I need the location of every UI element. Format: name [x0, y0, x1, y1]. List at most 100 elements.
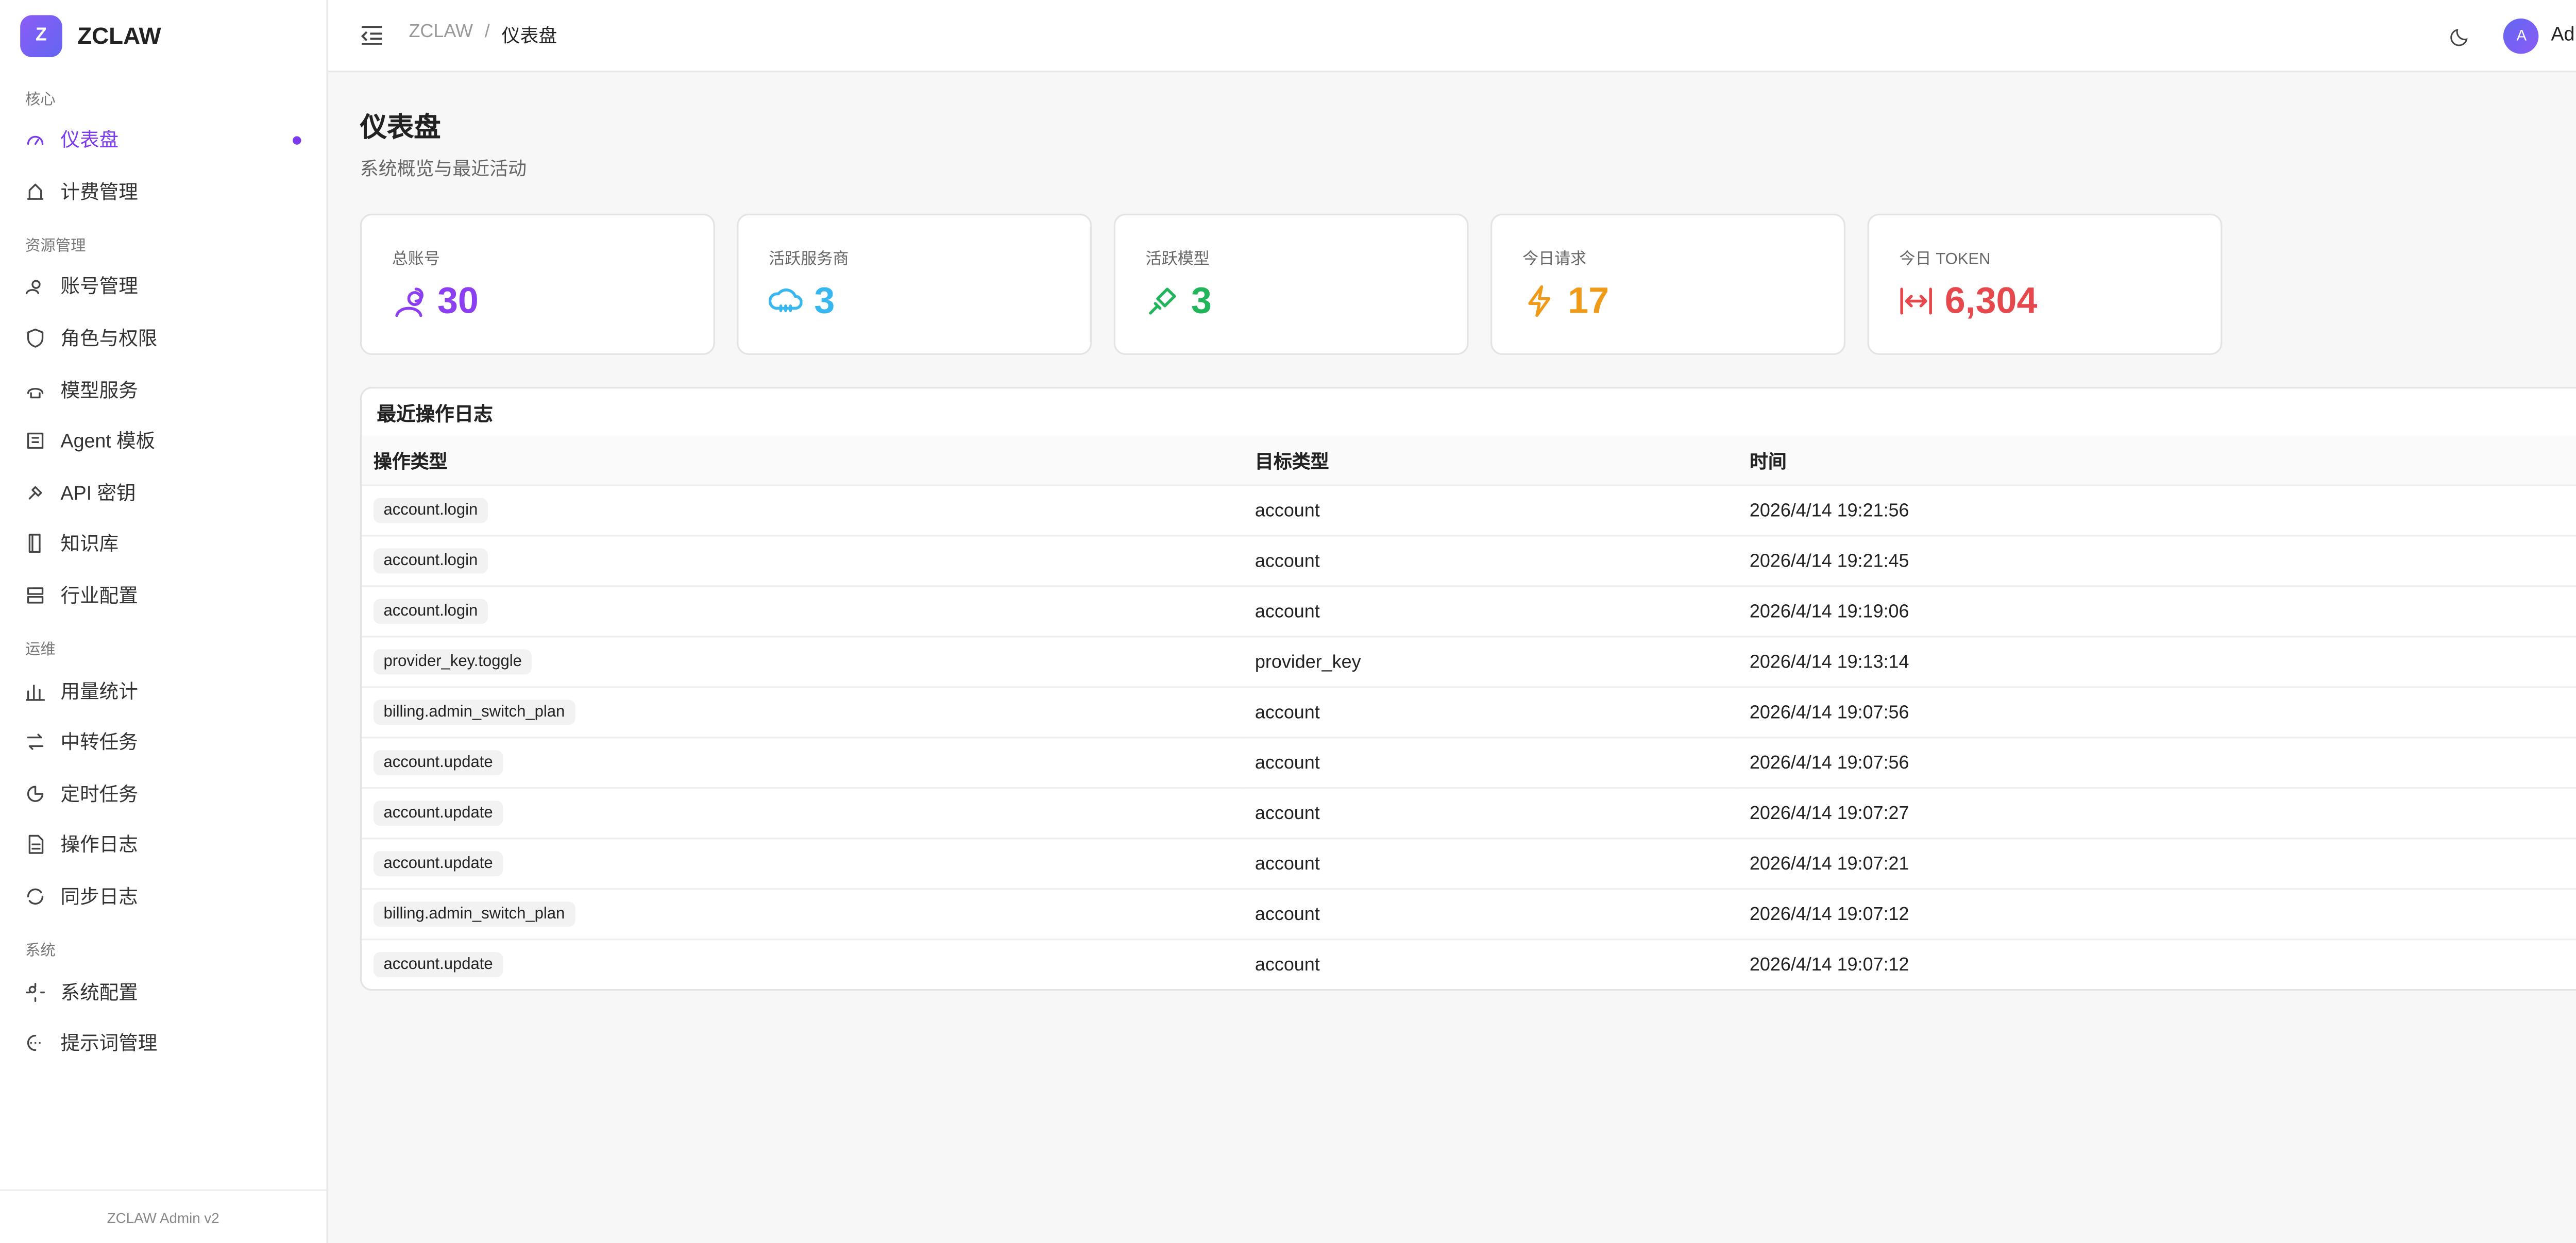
stat-value: 17	[1568, 279, 1609, 321]
table-cell: account	[1243, 585, 1738, 637]
table-cell: provider_key	[1243, 636, 1738, 687]
table-cell: account	[1243, 484, 1738, 536]
page-title: 仪表盘	[360, 114, 441, 143]
stat-card: 今日请求 17	[1490, 213, 1846, 355]
stat-card: 今日 TOKEN 6,304	[1867, 213, 2223, 355]
nav-group-label: 核心	[25, 91, 56, 108]
table-row: provider_key.toggle provider_key 2026/4/14…	[362, 636, 2576, 687]
menu-toggle[interactable]	[360, 24, 384, 47]
table-cell: account.update	[362, 939, 1244, 990]
nav-item-label: 计费管理	[60, 183, 138, 203]
table-cell: 2026/4/14 19:19:06	[1738, 585, 2576, 637]
nav-item[interactable]: 提示词管理	[0, 1017, 326, 1069]
nav-item[interactable]: 中转任务	[0, 717, 326, 768]
table-cell: account	[1243, 737, 1738, 788]
stat-value-row: 3	[769, 279, 1060, 323]
nav-item-label: 角色与权限	[60, 330, 158, 350]
icon	[27, 183, 44, 200]
table-cell: billing.admin_switch_plan	[362, 686, 1244, 738]
logo: Z	[20, 14, 62, 57]
user-name[interactable]: Admin	[2551, 25, 2576, 46]
stat-card: 活跃模型 3	[1113, 213, 1469, 355]
nav-item[interactable]: 计费管理	[0, 166, 326, 217]
icon	[26, 684, 45, 701]
action-tag: account.update	[373, 952, 503, 978]
table-cell: account.login	[362, 484, 1244, 536]
icon	[26, 281, 41, 295]
action-tag: account.update	[373, 851, 503, 877]
stat-label: 今日请求	[1522, 250, 1587, 269]
table-cell: account	[1243, 686, 1738, 738]
table-row: account.login account 2026/4/14 19:21:56	[362, 484, 2576, 536]
table-row: account.update account 2026/4/14 19:07:12	[362, 939, 2576, 990]
breadcrumb-item: /	[484, 22, 490, 42]
column-header: 操作类型	[362, 435, 1244, 486]
icon	[27, 387, 44, 398]
page-subtitle: 系统概览与最近活动	[360, 160, 527, 180]
nav-item-label: 系统配置	[60, 983, 138, 1004]
stat-value: 6,304	[1944, 279, 2038, 321]
icon	[1900, 287, 1932, 315]
nav-item-label: 模型服务	[60, 381, 138, 402]
table-row: billing.admin_switch_plan account 2026/4/1…	[362, 888, 2576, 940]
stat-value: 30	[437, 279, 479, 321]
table-row: account.update account 2026/4/14 19:07:21	[362, 838, 2576, 889]
stat-label: 活跃模型	[1145, 250, 1210, 269]
table-cell: account	[1243, 939, 1738, 990]
table-row: account.login account 2026/4/14 19:19:06	[362, 585, 2576, 637]
nav-group-label: 系统	[25, 942, 56, 960]
icon	[27, 136, 44, 146]
nav: 核心仪表盘计费管理资源管理账号管理角色与权限模型服务 Agent 模板 API 密钥…	[0, 71, 326, 1069]
icon	[28, 486, 42, 500]
nav-item[interactable]: 模型服务	[0, 364, 326, 416]
stat-cards: 总账号 30 活跃服务商 3 活跃模型 3 今日请求 17 今日 TOKEN 6,304	[360, 213, 2576, 355]
nav-item[interactable]: 用量统计	[0, 665, 326, 717]
header: ZCLAW / 仪表盘 A Admin	[328, 0, 2576, 73]
action-tag: billing.admin_switch_plan	[373, 700, 575, 725]
nav-item-label: 行业配置	[60, 587, 138, 607]
icon	[27, 785, 44, 802]
table-cell: account	[1243, 535, 1738, 586]
table-cell: billing.admin_switch_plan	[362, 888, 1244, 940]
user-area: A Admin	[2450, 18, 2576, 53]
icon	[769, 288, 803, 312]
nav-item[interactable]: 行业配置	[0, 570, 326, 621]
breadcrumb-item[interactable]: ZCLAW	[409, 22, 473, 42]
avatar[interactable]: A	[2504, 18, 2539, 53]
nav-item[interactable]: 同步日志	[0, 871, 326, 923]
stat-value: 3	[1191, 279, 1212, 321]
nav-item[interactable]: 仪表盘	[0, 114, 326, 166]
nav-item[interactable]: 角色与权限	[0, 313, 326, 364]
nav-item-label: 用量统计	[60, 682, 138, 703]
nav-item[interactable]: 账号管理	[0, 261, 326, 313]
nav-item[interactable]: Agent 模板	[0, 415, 326, 467]
stat-value-row: 6,304	[1900, 279, 2191, 323]
nav-item[interactable]: 系统配置	[0, 966, 326, 1017]
action-tag: account.login	[373, 498, 488, 523]
action-tag: billing.admin_switch_plan	[373, 901, 575, 927]
icon	[27, 734, 44, 751]
header-row: 操作类型 目标类型 时间	[362, 435, 2576, 486]
table-row: account.update account 2026/4/14 19:07:27	[362, 787, 2576, 839]
action-tag: account.login	[373, 548, 488, 574]
nav-item-label: 仪表盘	[60, 131, 119, 152]
table-cell: account.login	[362, 585, 1244, 637]
nav-item[interactable]: 知识库	[0, 518, 326, 570]
brand: Z ZCLAW	[0, 0, 326, 71]
icon	[395, 287, 423, 317]
action-tag: provider_key.toggle	[373, 649, 532, 675]
stat-label: 总账号	[392, 250, 440, 269]
column-header: 时间	[1738, 435, 2576, 486]
table-cell: account.update	[362, 838, 1244, 889]
nav-item[interactable]: 操作日志	[0, 820, 326, 871]
table-title: 最近操作日志	[377, 405, 493, 426]
theme-toggle[interactable]	[2450, 24, 2472, 46]
nav-item-label: 知识库	[60, 535, 119, 556]
brand-name: ZCLAW	[77, 22, 161, 49]
nav-item-label: Agent 模板	[60, 433, 156, 453]
nav-item[interactable]: API 密钥	[0, 467, 326, 518]
column-header: 目标类型	[1243, 435, 1738, 486]
nav-group-label: 资源管理	[25, 237, 86, 254]
nav-item[interactable]: 定时任务	[0, 768, 326, 820]
